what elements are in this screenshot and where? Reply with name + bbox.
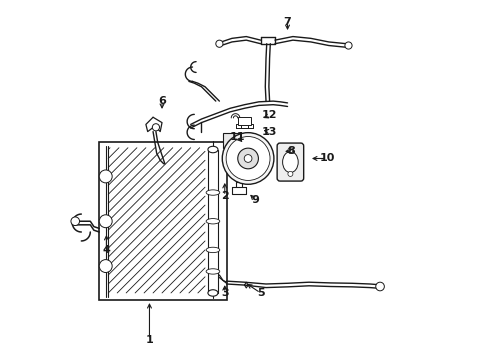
Circle shape: [215, 40, 223, 47]
Circle shape: [99, 260, 112, 273]
Text: 10: 10: [319, 153, 334, 163]
Text: 4: 4: [102, 245, 110, 255]
Circle shape: [225, 136, 269, 180]
Ellipse shape: [206, 219, 219, 224]
Text: 5: 5: [256, 288, 264, 298]
Ellipse shape: [206, 269, 219, 274]
Ellipse shape: [207, 146, 218, 153]
Text: 3: 3: [221, 288, 228, 298]
Text: 7: 7: [283, 17, 291, 27]
Ellipse shape: [207, 290, 218, 296]
Circle shape: [344, 42, 351, 49]
Bar: [223, 134, 253, 148]
Circle shape: [237, 148, 258, 169]
Text: 11: 11: [229, 132, 244, 142]
Ellipse shape: [206, 190, 219, 195]
Circle shape: [244, 154, 251, 162]
Circle shape: [222, 133, 273, 184]
Circle shape: [99, 170, 112, 183]
Bar: [238, 117, 250, 125]
Text: 9: 9: [251, 195, 259, 205]
FancyBboxPatch shape: [277, 143, 303, 181]
Ellipse shape: [206, 247, 219, 253]
Ellipse shape: [282, 152, 298, 172]
Circle shape: [375, 282, 384, 291]
Circle shape: [99, 215, 112, 228]
Text: 1: 1: [145, 334, 153, 345]
Text: 6: 6: [158, 96, 165, 106]
Circle shape: [287, 171, 292, 176]
Bar: [207, 149, 218, 293]
Text: 8: 8: [286, 146, 294, 156]
Text: 12: 12: [261, 111, 277, 121]
Text: 2: 2: [221, 191, 228, 201]
Bar: [99, 142, 226, 300]
Circle shape: [287, 148, 292, 153]
Circle shape: [152, 124, 159, 131]
Text: 13: 13: [262, 127, 277, 136]
Circle shape: [71, 217, 80, 226]
